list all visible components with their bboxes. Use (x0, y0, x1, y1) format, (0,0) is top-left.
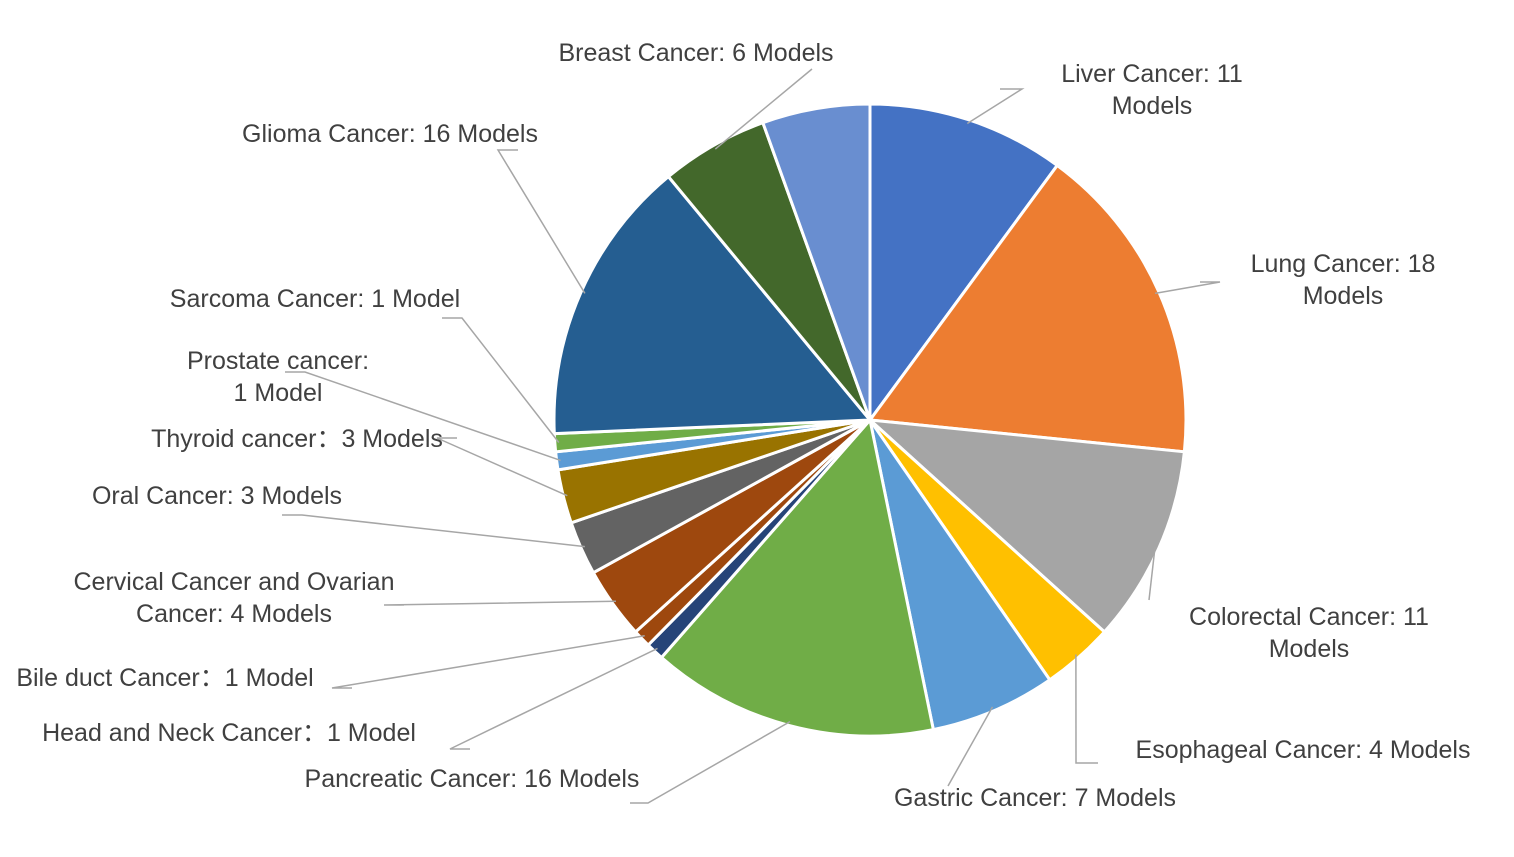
pie-slice-pancreatic-cancer-5 (659, 416, 936, 738)
data-label-bile-duct-cancer: Bile duct Cancer：1 Model (16, 664, 313, 692)
pie-slice-gastric-cancer-4 (868, 419, 1052, 732)
leader-line-lung-cancer (1154, 281, 1221, 295)
data-label-line: Cancer: 4 Models (136, 600, 332, 628)
data-label-esophageal-cancer: Esophageal Cancer: 4 Models (1136, 736, 1471, 764)
data-label-line: Cervical Cancer and Ovarian (74, 568, 395, 596)
data-label-line: 1 Model (234, 379, 323, 407)
leader-line-colorectal-cancer (1148, 546, 1156, 601)
data-label-line: Lung Cancer: 18 (1251, 250, 1436, 278)
pie-slice-liver-cancer-0 (868, 102, 1060, 425)
leader-line-cervical-cancer-and-ovarian-cancer (383, 600, 617, 606)
data-label-line: Models (1303, 282, 1384, 310)
data-label-sarcoma-cancer: Sarcoma Cancer: 1 Model (170, 285, 460, 313)
leader-line-esophageal-cancer (1075, 654, 1098, 764)
leader-line-glioma-cancer (496, 149, 586, 294)
data-label-gastric-cancer: Gastric Cancer: 7 Models (894, 784, 1176, 812)
data-label-line: Head and Neck Cancer：1 Model (42, 719, 416, 747)
data-label-line: Liver Cancer: 11 (1061, 60, 1243, 88)
data-label-lung-cancer: Lung Cancer: 18 Models (1251, 250, 1436, 310)
leader-lines (282, 68, 1221, 804)
data-label-glioma-cancer: Glioma Cancer: 16 Models (242, 120, 538, 148)
leader-line-bile-duct-cancer (331, 635, 645, 689)
leader-line-head-and-neck-cancer (449, 647, 658, 750)
data-label-cervical-cancer-and-ovarian-cancer: Cervical Cancer and Ovarian Cancer: 4 Mod… (74, 568, 395, 628)
data-label-line: Glioma Cancer: 16 Models (242, 120, 538, 148)
data-labels: Liver Cancer: 11 Models Lung Cancer: 18 Mod… (16, 39, 1470, 812)
pie-slice-lung-cancer-1 (867, 163, 1188, 454)
leader-line-oral-cancer (282, 514, 585, 548)
leader-line-breast-cancer (714, 68, 813, 150)
data-label-line: Prostate cancer: (187, 347, 369, 375)
data-label-line: Models (1269, 635, 1350, 663)
leader-line-liver-cancer (966, 88, 1025, 125)
data-label-head-and-neck-cancer: Head and Neck Cancer：1 Model (42, 719, 416, 747)
data-label-oral-cancer: Oral Cancer: 3 Models (92, 482, 342, 510)
data-label-line: Oral Cancer: 3 Models (92, 482, 342, 510)
data-label-line: Sarcoma Cancer: 1 Model (170, 285, 460, 313)
data-label-liver-cancer: Liver Cancer: 11 Models (1061, 60, 1243, 120)
leader-line-pancreatic-cancer (630, 720, 791, 804)
leader-line-sarcoma-cancer (442, 317, 560, 443)
pie-slices (552, 102, 1188, 738)
leader-line-prostate-cancer (285, 371, 561, 462)
data-label-breast-cancer: Breast Cancer: 6 Models (558, 39, 833, 67)
data-label-line: Gastric Cancer: 7 Models (894, 784, 1176, 812)
data-label-line: Pancreatic Cancer: 16 Models (305, 765, 640, 793)
pie-slice-glioma-cancer-13 (552, 174, 874, 436)
data-label-colorectal-cancer: Colorectal Cancer: 11 Models (1189, 603, 1429, 663)
pie-slice-colorectal-cancer-2 (865, 418, 1187, 635)
data-label-line: Esophageal Cancer: 4 Models (1136, 736, 1471, 764)
pie-slice-unlabeled-15 (760, 102, 872, 421)
leader-line-gastric-cancer (947, 706, 994, 787)
data-label-line: Colorectal Cancer: 11 (1189, 603, 1429, 631)
data-label-line: Breast Cancer: 6 Models (558, 39, 833, 67)
data-label-thyroid-cancer: Thyroid cancer：3 Models (151, 425, 443, 453)
data-label-prostate-cancer: Prostate cancer: 1 Model (187, 347, 369, 407)
data-label-line: Bile duct Cancer：1 Model (16, 664, 313, 692)
leader-line-thyroid-cancer (436, 437, 568, 497)
data-label-pancreatic-cancer: Pancreatic Cancer: 16 Models (305, 765, 640, 793)
data-label-line: Models (1112, 92, 1193, 120)
data-label-line: Thyroid cancer：3 Models (151, 425, 443, 453)
